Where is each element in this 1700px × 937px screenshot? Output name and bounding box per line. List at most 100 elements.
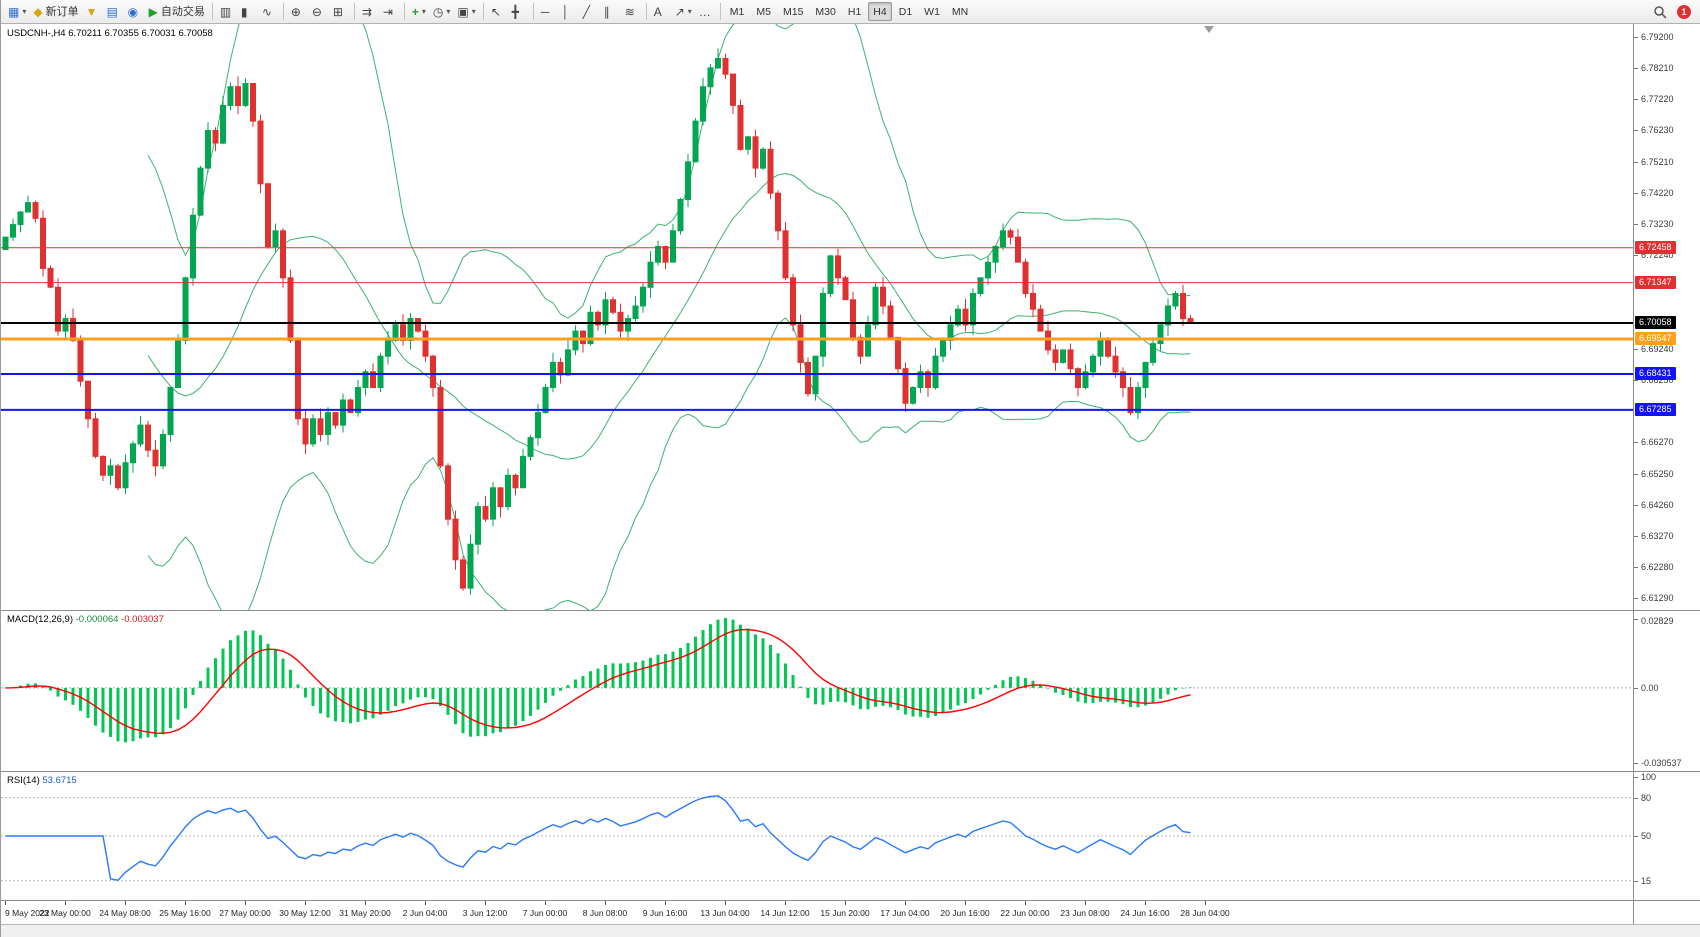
candle — [595, 311, 601, 326]
line-chart-button[interactable]: ∿ — [259, 2, 279, 22]
timeframe-MN-button[interactable]: MN — [951, 5, 969, 18]
zoom-out-button[interactable]: ⊖ — [309, 2, 329, 22]
candle — [685, 161, 691, 200]
candle — [475, 506, 481, 545]
candle — [415, 318, 421, 332]
text-button[interactable]: A — [651, 2, 671, 22]
candle — [47, 267, 54, 288]
candle — [647, 261, 654, 288]
tile-windows-button[interactable]: ⊞ — [330, 2, 350, 22]
candle — [250, 83, 256, 122]
new-chart-button[interactable]: ▦ ▾ — [5, 2, 29, 22]
chevron-down-icon: ▾ — [471, 6, 476, 16]
candle — [655, 246, 661, 263]
timeframe-M30-button[interactable]: M30 — [815, 5, 836, 18]
axis-label: 50 — [1641, 831, 1652, 841]
candle — [917, 371, 924, 388]
chart-shift-button[interactable]: ⇥ — [380, 2, 400, 22]
crosshair-button[interactable]: ╋ — [509, 2, 529, 22]
cursor-button[interactable]: ↖ — [488, 2, 508, 22]
candle — [1165, 305, 1171, 326]
candle — [1007, 230, 1014, 238]
timeframe-M1-button[interactable]: M1 — [729, 5, 745, 18]
bar-chart-button[interactable]: ▥ — [217, 2, 237, 22]
vertical-line-icon: │ — [561, 4, 570, 19]
axis-label: 6.76230 — [1641, 124, 1674, 135]
trendline-button[interactable]: ╱ — [580, 2, 600, 22]
candle — [130, 443, 136, 464]
candle — [670, 230, 676, 263]
macd-name: MACD(12,26,9) — [7, 614, 73, 625]
time-tick — [485, 901, 486, 905]
candle — [1067, 349, 1074, 370]
timeframe-M15-button[interactable]: M15 — [782, 5, 804, 18]
profiles-button[interactable]: ▼ — [83, 2, 103, 22]
trendline-icon: ╱ — [582, 4, 590, 19]
candle — [1090, 355, 1096, 373]
more-tools-button[interactable]: … — [696, 2, 716, 22]
chevron-down-icon: ▾ — [22, 6, 27, 16]
zoom-in-button[interactable]: ⊕ — [288, 2, 308, 22]
arrows-button[interactable]: ↗ ▾ — [672, 2, 695, 22]
auto-trading-button[interactable]: ▶ 自动交易 — [146, 2, 208, 22]
candle — [1097, 340, 1104, 357]
rsi-label: RSI(14) 53.6715 — [7, 775, 77, 786]
vertical-line-button[interactable]: │ — [559, 2, 579, 22]
periods-button[interactable]: ◷ ▾ — [430, 2, 454, 22]
macd-label: MACD(12,26,9) -0.000064 -0.003037 — [7, 614, 164, 625]
axis-label: 15 — [1641, 875, 1652, 886]
candle — [77, 340, 84, 382]
rsi-axis[interactable]: 100 80 50 15 — [1634, 772, 1700, 900]
rsi-panel-canvas[interactable] — [1, 772, 1633, 900]
candle — [1127, 387, 1134, 414]
time-label: 9 Jun 16:00 — [642, 908, 688, 918]
time-label: 27 May 00:00 — [219, 908, 271, 918]
axis-tick — [1634, 36, 1638, 38]
candle — [302, 418, 309, 445]
channel-icon: ∥ — [603, 4, 610, 19]
candle — [1180, 293, 1186, 320]
panel-divider[interactable] — [1, 771, 1700, 772]
auto-trading-label: 自动交易 — [160, 5, 205, 18]
candle — [1150, 343, 1156, 363]
candle — [362, 371, 369, 388]
templates-button[interactable]: ▣ ▾ — [454, 2, 478, 22]
timeframe-M5-button[interactable]: M5 — [756, 5, 771, 18]
search-button[interactable] — [1650, 2, 1670, 22]
time-axis[interactable]: 9 May 2022 23 May 00:00 24 May 08:00 25 May… — [1, 901, 1633, 924]
toolbar-separator — [532, 3, 534, 20]
market-watch-button[interactable]: ▤ — [104, 2, 124, 22]
navigator-button[interactable]: ◉ — [125, 2, 145, 22]
main-chart-canvas[interactable] — [1, 24, 1633, 610]
notification-badge[interactable]: 1 — [1677, 4, 1691, 19]
indicators-button[interactable]: + ▾ — [409, 2, 429, 22]
timeframe-toolbar: M1 M5 M15 M30 H1 H4 D1 W1 MN — [725, 2, 973, 21]
candle — [970, 293, 976, 326]
timeframe-D1-button[interactable]: D1 — [898, 5, 913, 18]
panel-divider[interactable] — [1, 610, 1700, 611]
new-order-button[interactable]: ◆ 新订单 — [30, 2, 81, 22]
timeframe-W1-button[interactable]: W1 — [924, 5, 940, 18]
macd-axis[interactable]: 0.02829 0.00 -0.030537 — [1634, 611, 1700, 771]
periods-icon: ◷ — [432, 4, 444, 19]
macd-panel-canvas[interactable] — [1, 611, 1633, 771]
time-label: 25 May 16:00 — [159, 908, 211, 918]
axis-tick — [1634, 379, 1638, 381]
fibonacci-icon: ≋ — [624, 4, 635, 19]
time-tick — [5, 901, 6, 905]
chart-shift-marker[interactable] — [1204, 26, 1214, 33]
timeframe-H1-button[interactable]: H1 — [847, 5, 862, 18]
price-axis[interactable]: 6.79200 6.78210 6.77220 6.76230 6.75210 6.742… — [1634, 24, 1700, 610]
chart-ohlc-values: 6.70211 6.70355 6.70031 6.70058 — [68, 28, 213, 39]
candle — [430, 355, 436, 389]
candle — [962, 308, 969, 326]
auto-scroll-button[interactable]: ⇉ — [359, 2, 379, 22]
fibonacci-button[interactable]: ≋ — [622, 2, 642, 22]
candle — [1075, 368, 1081, 389]
candle-chart-button[interactable]: ▮ — [238, 2, 258, 22]
horizontal-line-button[interactable]: ─ — [538, 2, 558, 22]
candle — [1060, 349, 1066, 363]
timeframe-H4-button[interactable]: H4 — [868, 2, 892, 21]
channel-button[interactable]: ∥ — [601, 2, 621, 22]
time-tick — [1085, 901, 1086, 905]
